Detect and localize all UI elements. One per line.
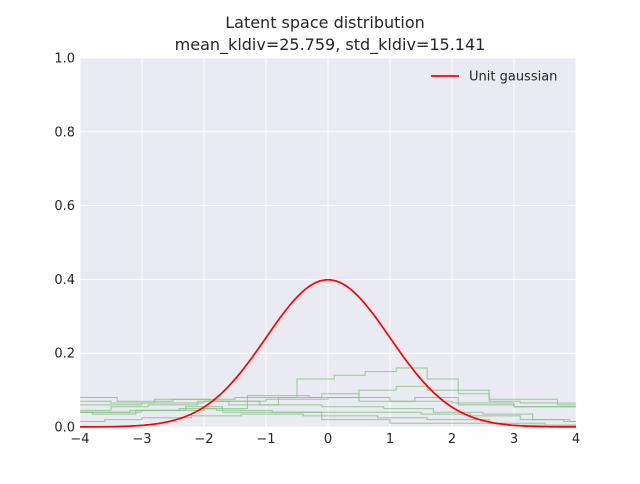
y-tick-label: 0.6 [54, 199, 75, 214]
y-axis-ticks: 0.0 0.2 0.4 0.6 0.8 1.0 [54, 52, 75, 436]
y-tick-label: 0.8 [54, 125, 75, 140]
grid [79, 57, 577, 428]
x-tick-label: 4 [572, 432, 580, 447]
x-tick-label: −3 [132, 432, 151, 447]
histogram-7 [80, 408, 576, 422]
histogram-8 [80, 397, 576, 408]
series-line-unit-gaussian [79, 278, 577, 428]
line-layer [79, 278, 577, 428]
legend: Unit gaussian [431, 70, 557, 85]
x-tick-label: −2 [194, 432, 213, 447]
histogram-3 [80, 393, 576, 411]
x-tick-label: 3 [510, 432, 518, 447]
y-tick-label: 0.4 [54, 273, 75, 288]
x-tick-label: −1 [256, 432, 275, 447]
histogram-2 [80, 385, 576, 413]
y-tick-label: 1.0 [54, 52, 75, 67]
legend-label: Unit gaussian [469, 70, 557, 85]
chart-title: Latent space distribution [225, 13, 425, 32]
x-tick-label: 0 [324, 432, 332, 447]
x-tick-label: 2 [448, 432, 456, 447]
y-tick-label: 0.2 [54, 347, 75, 362]
chart-subtitle: mean_kldiv=25.759, std_kldiv=15.141 [175, 35, 486, 55]
y-tick-label: 0.0 [54, 421, 75, 436]
x-axis-ticks: −4 −3 −2 −1 0 1 2 3 4 [70, 432, 580, 447]
x-tick-label: −4 [70, 432, 89, 447]
x-tick-label: 1 [386, 432, 394, 447]
histogram-4 [80, 398, 576, 422]
